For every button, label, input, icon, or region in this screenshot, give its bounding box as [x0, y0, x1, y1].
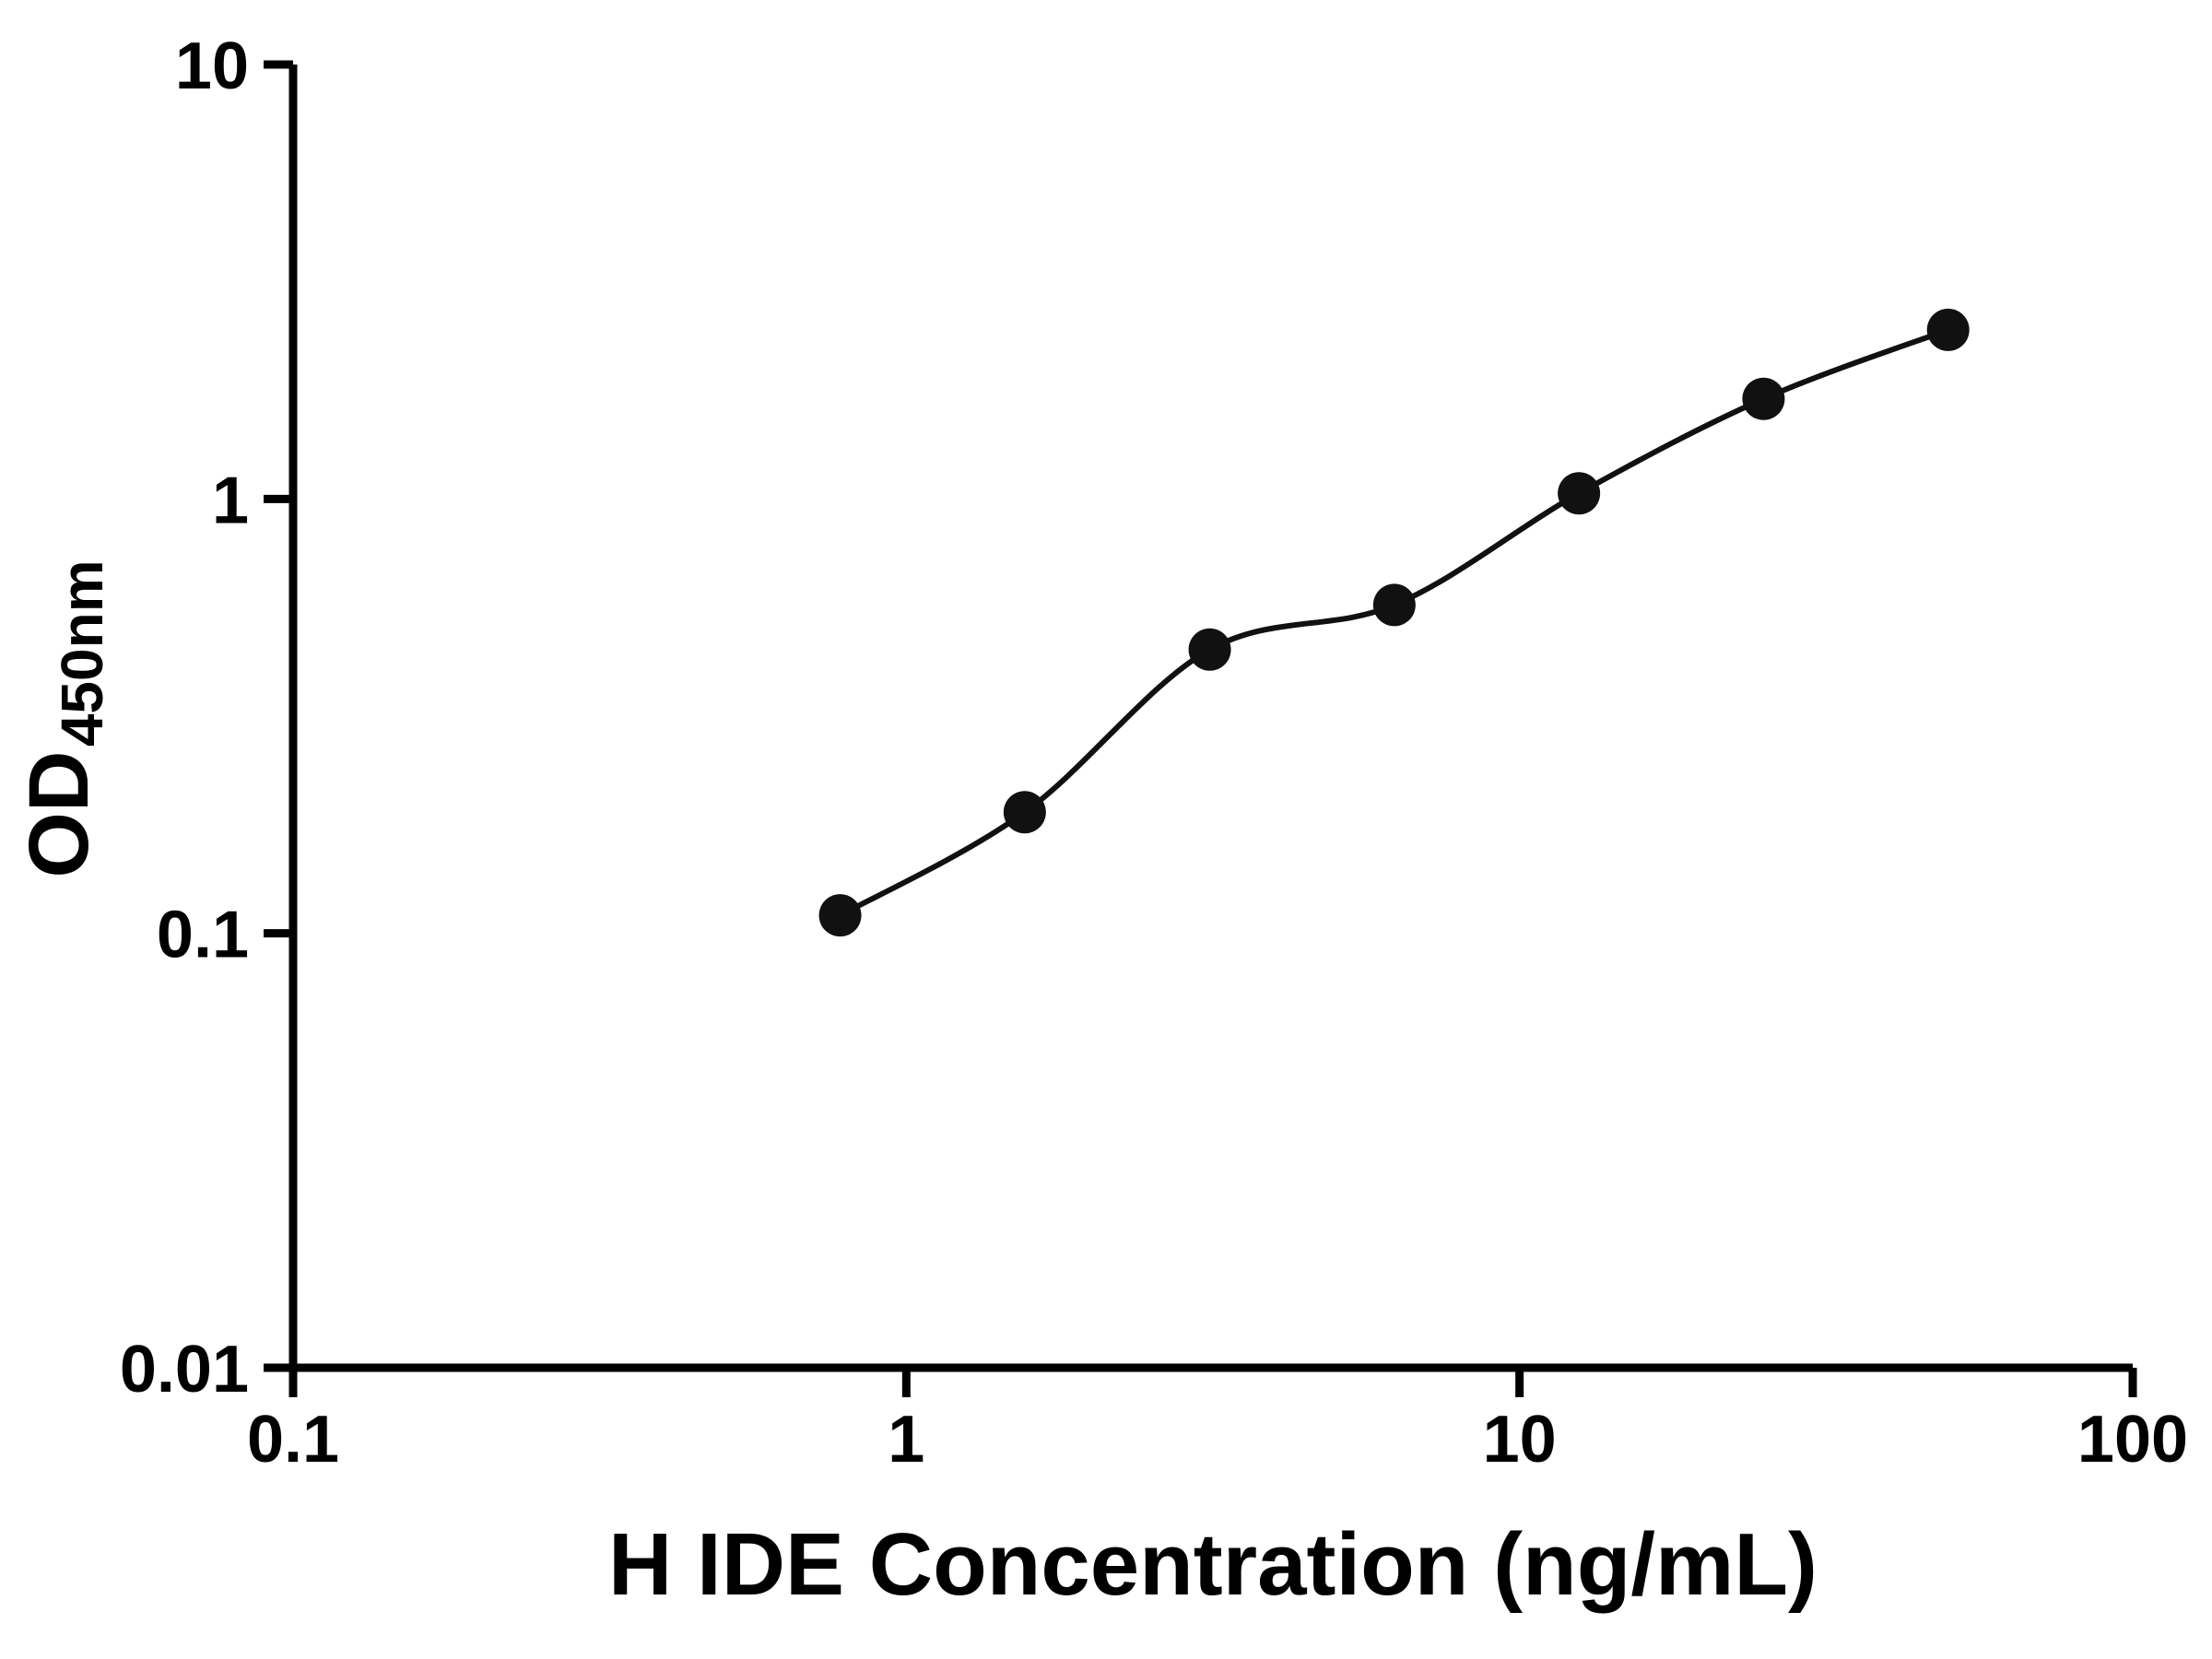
y-axis-title-main: OD: [12, 751, 106, 878]
data-point: [1372, 583, 1416, 627]
data-point: [1558, 472, 1601, 515]
y-tick-label: 0.1: [157, 899, 249, 972]
x-tick-label: 10: [1483, 1403, 1557, 1477]
data-point: [1926, 308, 1970, 351]
axis-spine: [288, 65, 2133, 1372]
y-axis-title-sub: 450nm: [49, 559, 115, 747]
data-point: [1003, 791, 1046, 834]
data-point: [1188, 628, 1231, 671]
data-point: [1742, 377, 1785, 420]
y-axis-title: OD 450nm: [12, 559, 115, 877]
x-axis-title: H IDE Concentration (ng/mL): [608, 1515, 1818, 1614]
x-tick-label: 1: [888, 1403, 924, 1477]
data-point: [818, 894, 862, 937]
y-tick-label: 10: [175, 29, 249, 103]
y-tick-label: 0.01: [120, 1333, 249, 1406]
x-tick-label: 0.1: [247, 1403, 339, 1477]
x-tick-label: 100: [2077, 1403, 2188, 1477]
y-tick-label: 1: [212, 464, 249, 537]
